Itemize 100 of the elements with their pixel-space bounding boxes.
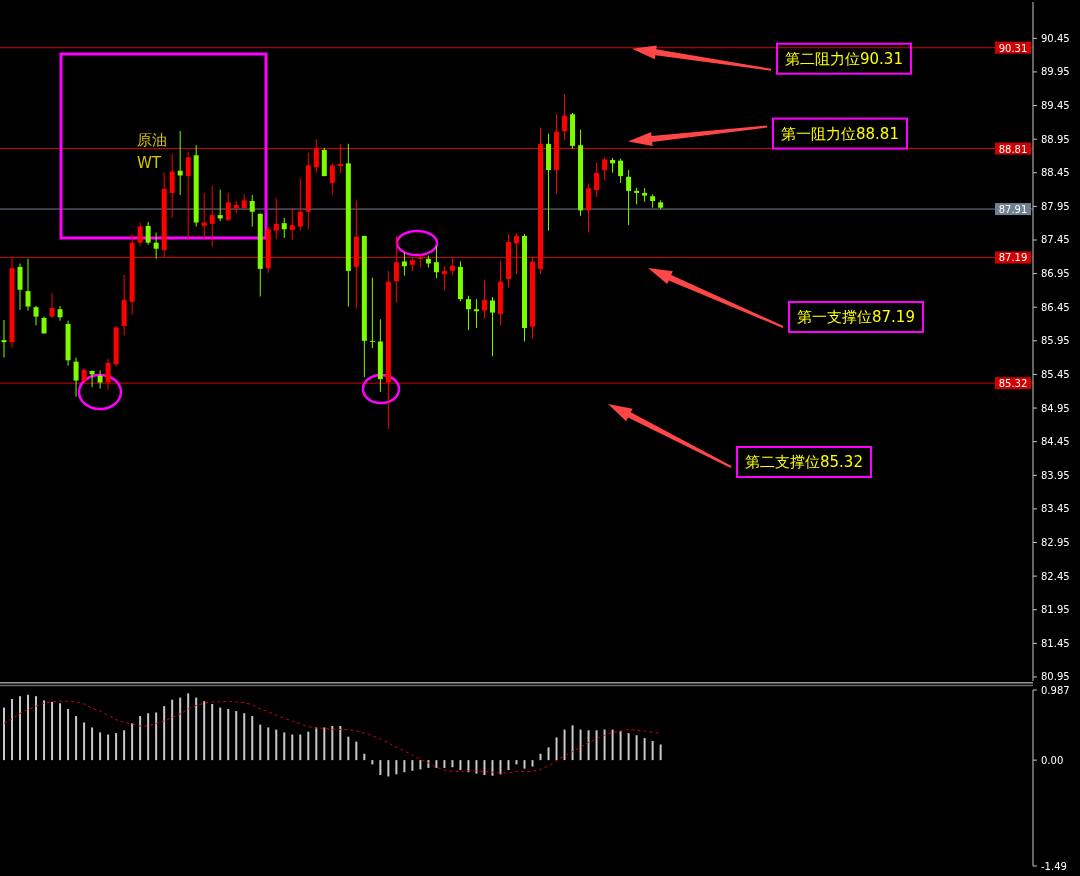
bar	[307, 731, 310, 761]
y-tick-label: 89.95	[1041, 66, 1070, 78]
y-tick-label: 80.95	[1041, 671, 1070, 683]
candlestick	[481, 279, 487, 320]
candlestick	[137, 222, 143, 247]
bar	[267, 727, 270, 761]
bar	[291, 734, 294, 761]
candlestick	[433, 245, 439, 279]
bar	[499, 760, 502, 775]
candlestick	[1, 319, 7, 359]
bar	[155, 712, 158, 761]
bar	[507, 760, 510, 771]
bar	[211, 704, 214, 761]
y-tick-label: 85.45	[1041, 368, 1070, 380]
candlestick	[393, 235, 399, 304]
bar	[235, 711, 238, 761]
bar	[91, 727, 94, 761]
candlestick	[49, 292, 55, 319]
candlestick	[618, 158, 624, 184]
bar	[603, 729, 606, 761]
bar	[459, 760, 462, 771]
bar	[491, 760, 494, 776]
bar	[483, 760, 486, 776]
bar	[347, 736, 350, 761]
bar	[147, 713, 150, 761]
bar	[363, 753, 366, 761]
bar	[243, 713, 246, 761]
bar	[171, 699, 174, 761]
bar	[539, 753, 542, 761]
candlestick	[17, 263, 23, 311]
candlestick	[586, 183, 592, 234]
bar	[139, 716, 142, 761]
candlestick	[465, 295, 471, 331]
candlestick	[281, 217, 287, 239]
candlestick	[626, 169, 632, 226]
ref-line-label: 87.19	[998, 252, 1028, 264]
bar	[3, 707, 5, 761]
candlestick	[329, 162, 335, 196]
bar	[123, 730, 126, 761]
candlestick	[185, 151, 191, 240]
bar	[323, 727, 326, 761]
candlestick	[209, 185, 215, 248]
candlestick	[273, 197, 279, 240]
bar	[635, 735, 638, 761]
bar	[163, 706, 166, 761]
y-tick-label: 81.95	[1041, 604, 1070, 616]
bar	[467, 760, 470, 773]
bar	[99, 732, 102, 761]
candlestick	[169, 153, 175, 219]
y-tick-label: 0.00	[1041, 754, 1064, 766]
y-tick-label: 83.95	[1041, 469, 1070, 481]
bar	[75, 716, 78, 761]
y-tick-label: 87.95	[1041, 200, 1070, 212]
annotation: 第二支撑位85.32	[745, 453, 863, 471]
candlestick	[514, 232, 519, 275]
bar	[475, 760, 478, 774]
bar	[395, 760, 398, 775]
bar	[339, 726, 342, 761]
y-tick-label: 82.45	[1041, 570, 1070, 582]
bar	[443, 760, 446, 768]
candlestick	[369, 277, 375, 349]
bar	[403, 760, 406, 773]
annotation: 原油 WT	[137, 131, 167, 172]
bar	[67, 708, 70, 761]
bar	[627, 733, 630, 761]
y-tick-label: 90.45	[1041, 32, 1070, 44]
ref-line-label: 90.31	[998, 42, 1028, 54]
candlestick	[145, 221, 151, 246]
candlestick	[153, 232, 159, 260]
y-tick-label: 88.95	[1041, 133, 1070, 145]
y-tick-label: -1.49	[1041, 860, 1067, 872]
annotation: 第二阻力位90.31	[785, 49, 903, 68]
bar	[251, 716, 254, 761]
candlestick	[249, 194, 255, 228]
bar	[435, 760, 438, 768]
bar	[379, 760, 382, 776]
bar	[643, 738, 646, 761]
bar	[563, 729, 566, 761]
bar	[331, 726, 334, 761]
bar	[227, 708, 230, 761]
y-tick-label: 84.95	[1041, 402, 1070, 414]
candlestick	[473, 298, 479, 329]
y-tick-label: 87.45	[1041, 234, 1070, 246]
bar	[419, 760, 422, 770]
bar	[275, 729, 278, 761]
bar	[59, 703, 62, 761]
bar	[19, 696, 22, 761]
y-tick-label: 89.45	[1041, 100, 1070, 112]
y-tick-label: 0.987	[1041, 684, 1070, 696]
bar	[115, 733, 118, 761]
bar	[283, 732, 286, 761]
candlestick	[313, 138, 319, 174]
bar	[259, 724, 262, 761]
bar	[531, 760, 534, 767]
bar	[107, 734, 110, 761]
bar	[203, 701, 206, 761]
ref-line-label: 87.91	[998, 204, 1028, 216]
bar	[595, 730, 598, 761]
bar	[619, 731, 622, 761]
bar	[579, 729, 582, 761]
